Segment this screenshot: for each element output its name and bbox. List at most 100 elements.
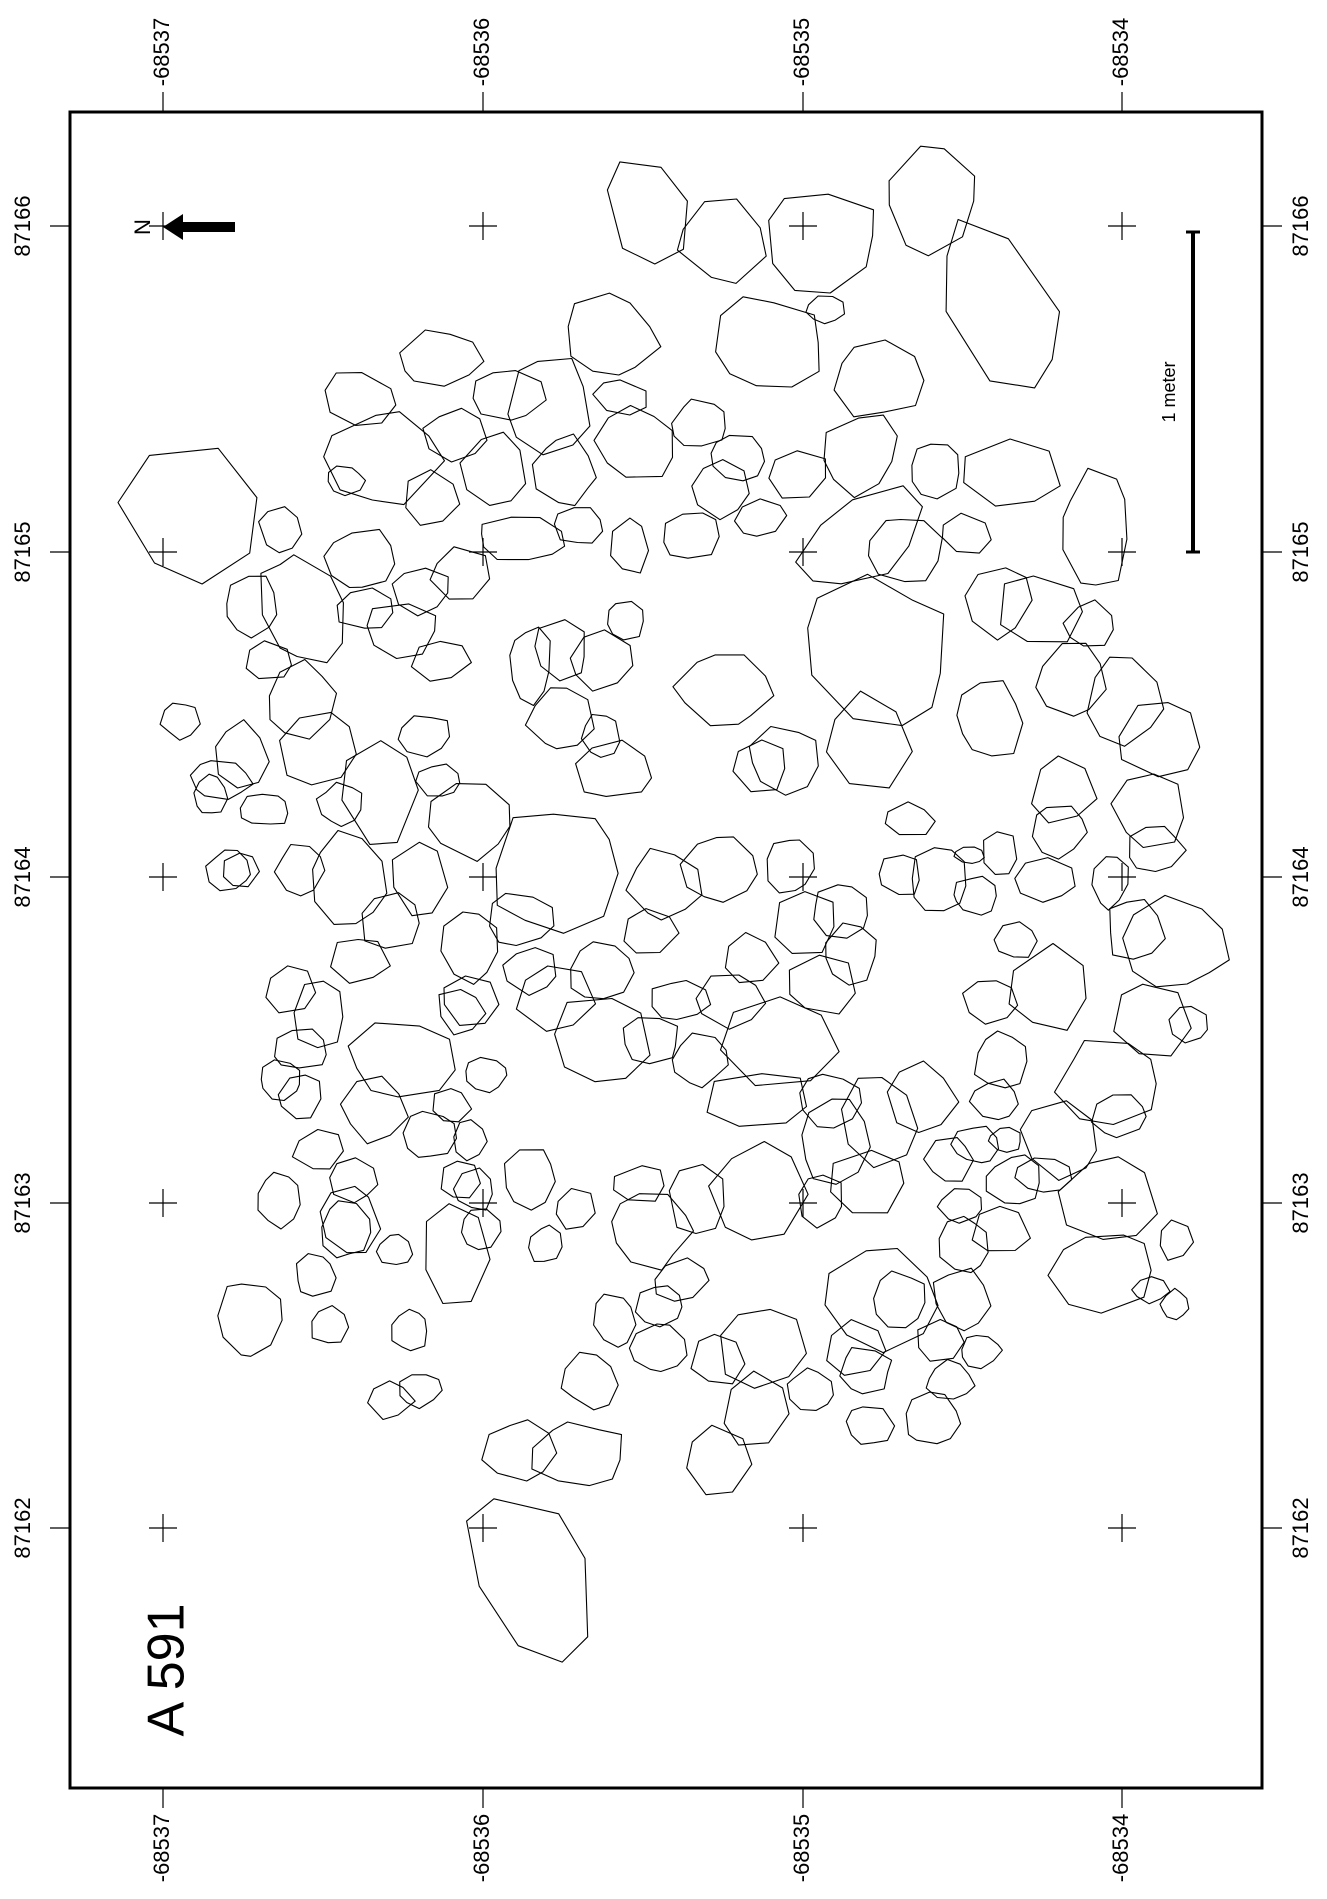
stone-outline — [375, 1233, 414, 1266]
stone-outline — [936, 1188, 983, 1224]
col-label-right-0: 87166 — [1288, 195, 1313, 256]
stone-outline — [1014, 1157, 1073, 1193]
stone-outline — [397, 715, 451, 758]
stone-outline — [336, 587, 394, 629]
stone-outline — [941, 512, 992, 554]
stone-outline — [570, 941, 635, 1000]
stone-outline — [339, 1075, 409, 1145]
stone-outline — [553, 507, 604, 544]
stone-outline — [481, 1419, 558, 1482]
stone-outline — [193, 773, 229, 814]
stone-outline — [443, 975, 500, 1026]
stone-outline — [715, 296, 820, 388]
stone-outline — [323, 411, 446, 506]
stone-outline — [189, 760, 254, 800]
stone-outline — [1168, 1005, 1208, 1044]
col-label-right-1: 87165 — [1288, 521, 1313, 582]
stone-outline — [962, 980, 1019, 1025]
stone-outline — [884, 801, 936, 836]
stone-outline — [867, 518, 943, 583]
stone-outline — [1159, 1287, 1190, 1321]
stone-outline — [679, 836, 758, 903]
stone-outline — [706, 1073, 808, 1127]
stone-outline — [405, 469, 461, 526]
stone-outline — [723, 1370, 790, 1446]
stone-outline — [671, 1032, 729, 1089]
stone-outlines — [117, 145, 1230, 1663]
stone-outline — [1091, 1094, 1147, 1139]
stone-outline — [823, 414, 898, 499]
stone-outline — [719, 996, 840, 1087]
grid-cross-3 — [149, 1189, 177, 1217]
stone-outline — [801, 1098, 871, 1185]
stone-outline — [422, 407, 488, 463]
stone-outline — [279, 711, 357, 786]
stone-outline — [347, 1022, 456, 1098]
stone-outline — [628, 1323, 688, 1373]
stone-outline — [1113, 983, 1192, 1057]
stone-outline — [805, 295, 846, 325]
stone-outline — [341, 740, 419, 845]
stone-outline — [691, 459, 750, 521]
stone-outline — [917, 1318, 965, 1362]
grid-cross-5 — [469, 212, 497, 240]
stone-outline — [807, 573, 945, 727]
stone-outline — [245, 640, 292, 680]
stone-outline — [554, 997, 651, 1083]
stone-outline — [956, 680, 1024, 757]
stone-outline — [402, 1110, 458, 1158]
stone-outline — [964, 567, 1033, 641]
stone-outline — [748, 725, 819, 796]
stone-outline — [323, 528, 396, 589]
stone-outline — [321, 1200, 372, 1259]
stone-outline — [367, 1380, 416, 1421]
row-label-bottom-1: -68536 — [469, 1814, 494, 1883]
stone-outline — [676, 198, 767, 284]
stone-outline — [466, 1498, 589, 1663]
stone-outline — [993, 921, 1038, 958]
stone-outline — [452, 1167, 493, 1211]
stone-outline — [117, 447, 258, 585]
stone-outline — [507, 357, 591, 456]
stone-outline — [440, 1160, 481, 1199]
stone-outline — [495, 813, 619, 934]
grid-cross-9 — [469, 1514, 497, 1542]
stone-outline — [268, 658, 338, 740]
stone-outline — [592, 379, 647, 416]
stone-outline — [813, 884, 868, 939]
stone-outline — [1035, 642, 1107, 717]
stone-outline — [366, 603, 437, 660]
stone-outline — [690, 1333, 746, 1385]
stone-outline — [291, 1128, 344, 1170]
stone-outline — [622, 1017, 679, 1065]
col-label-right-2: 87164 — [1288, 846, 1313, 907]
stone-outline — [593, 404, 674, 478]
stone-outline — [205, 849, 251, 892]
row-label-top-2: -68535 — [789, 18, 814, 87]
row-label-top-0: -68537 — [149, 18, 174, 87]
stone-outline — [795, 485, 923, 585]
row-label-bottom-2: -68535 — [789, 1814, 814, 1883]
stone-outline — [925, 1358, 976, 1400]
stone-outline — [295, 1253, 337, 1297]
stone-outline — [1109, 898, 1166, 960]
grid-cross-2 — [149, 863, 177, 891]
col-label-left-1: 87165 — [10, 521, 35, 582]
stone-outline — [671, 398, 726, 447]
stone-outline — [1014, 857, 1076, 903]
scale-label: 1 meter — [1159, 361, 1179, 422]
stone-outline — [260, 1059, 301, 1102]
stone-outline — [239, 793, 289, 825]
stone-outline — [708, 1140, 809, 1241]
stone-outline — [833, 339, 925, 418]
stone-outline — [1062, 599, 1114, 647]
stone-outline — [663, 512, 720, 559]
grid-cross-8 — [469, 1189, 497, 1217]
stone-outline — [720, 1308, 807, 1389]
stone-outline — [840, 1076, 919, 1169]
stone-outline — [273, 843, 326, 897]
stone-outline — [459, 431, 527, 506]
stone-outline — [733, 498, 788, 537]
stone-outline — [1159, 1219, 1195, 1261]
stone-outline — [427, 783, 511, 862]
